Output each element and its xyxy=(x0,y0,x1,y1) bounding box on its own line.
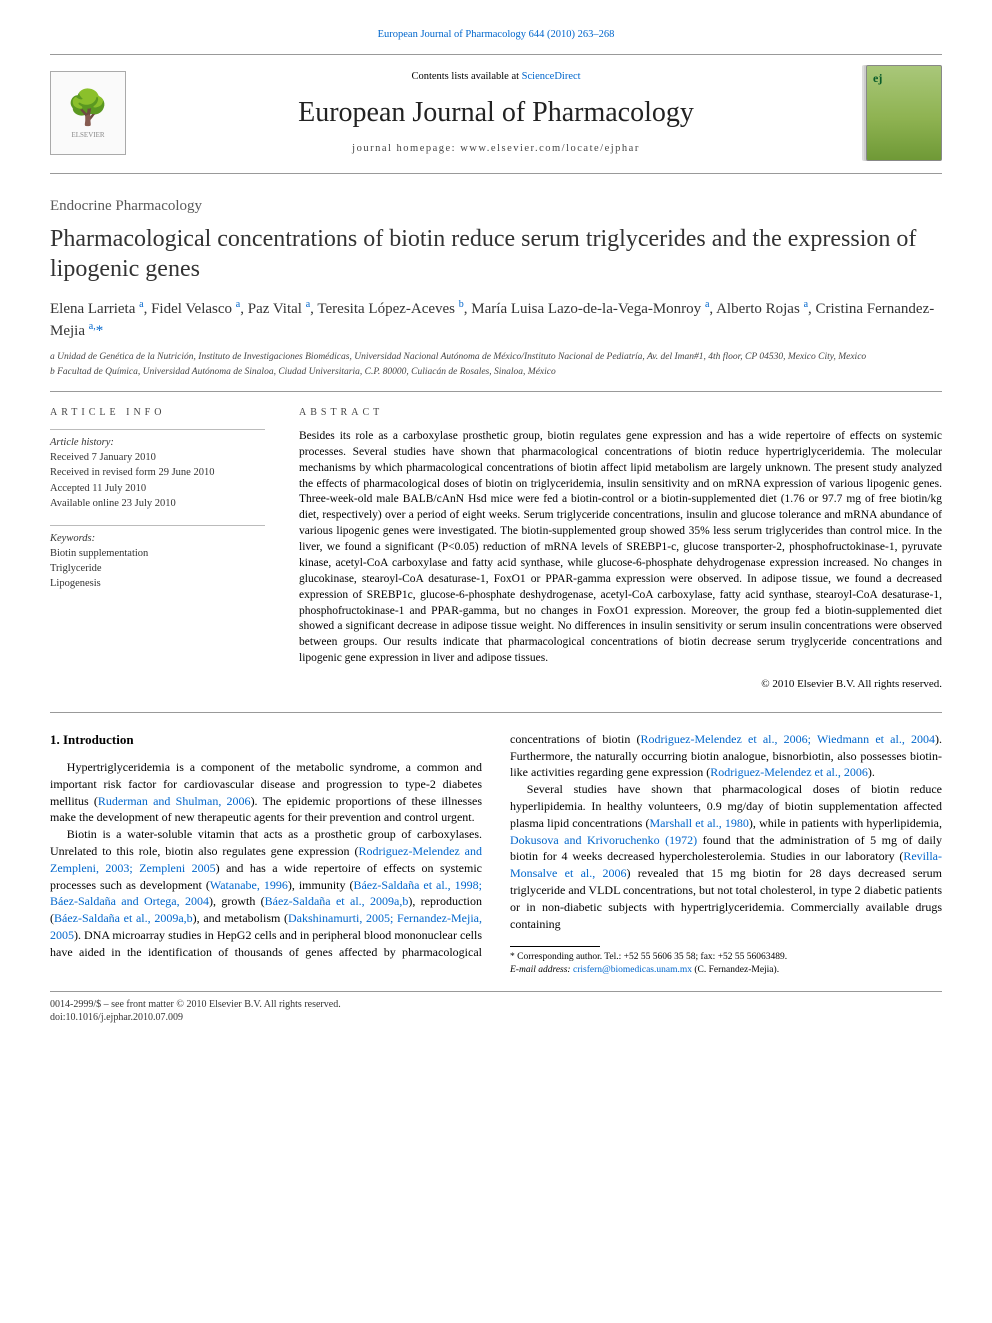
citation-link[interactable]: Báez-Saldaña et al., 2009a,b xyxy=(54,911,193,925)
citation-link[interactable]: Dokusova and Krivoruchenko (1972) xyxy=(510,833,697,847)
contents-line: Contents lists available at ScienceDirec… xyxy=(142,70,850,84)
citation-link[interactable]: Watanabe, 1996 xyxy=(210,878,288,892)
divider xyxy=(50,391,942,392)
section-heading-introduction: 1. Introduction xyxy=(50,731,482,749)
body-paragraph: Hypertriglyceridemia is a component of t… xyxy=(50,759,482,826)
front-matter-line: 0014-2999/$ – see front matter © 2010 El… xyxy=(50,998,942,1012)
citation-link[interactable]: Báez-Saldaña et al., 2009a,b xyxy=(265,894,409,908)
journal-homepage: journal homepage: www.elsevier.com/locat… xyxy=(142,142,850,156)
masthead: 🌳 ELSEVIER Contents lists available at S… xyxy=(50,54,942,174)
top-journal-link[interactable]: European Journal of Pharmacology 644 (20… xyxy=(50,28,942,42)
article-info-column: article info Article history: Received 7… xyxy=(50,406,265,692)
author-list: Elena Larrieta a, Fidel Velasco a, Paz V… xyxy=(50,298,942,341)
affiliations: a Unidad de Genética de la Nutrición, In… xyxy=(50,351,942,379)
abstract-column: abstract Besides its role as a carboxyla… xyxy=(299,406,942,692)
journal-cover-thumb xyxy=(866,65,942,161)
publisher-logo: 🌳 ELSEVIER xyxy=(50,71,126,155)
article-title: Pharmacological concentrations of biotin… xyxy=(50,224,942,284)
abstract-copyright: © 2010 Elsevier B.V. All rights reserved… xyxy=(299,677,942,692)
affiliation: a Unidad de Genética de la Nutrición, In… xyxy=(50,351,942,364)
email-link[interactable]: crisfern@biomedicas.unam.mx xyxy=(573,965,692,975)
divider xyxy=(50,712,942,713)
footnote-rule xyxy=(510,946,600,947)
article-info-heading: article info xyxy=(50,406,265,420)
sciencedirect-link[interactable]: ScienceDirect xyxy=(522,71,581,82)
info-abstract-row: article info Article history: Received 7… xyxy=(50,406,942,692)
citation-link[interactable]: Rodriguez-Melendez et al., 2006; Wiedman… xyxy=(641,732,935,746)
article-section-label: Endocrine Pharmacology xyxy=(50,196,942,216)
body-paragraph: Several studies have shown that pharmaco… xyxy=(510,781,942,932)
body-columns: 1. Introduction Hypertriglyceridemia is … xyxy=(50,731,942,977)
affiliation: b Facultad de Química, Universidad Autón… xyxy=(50,366,942,379)
citation-link[interactable]: Ruderman and Shulman, 2006 xyxy=(98,794,251,808)
journal-name: European Journal of Pharmacology xyxy=(142,94,850,132)
page-footer: 0014-2999/$ – see front matter © 2010 El… xyxy=(50,991,942,1025)
citation-link[interactable]: Marshall et al., 1980 xyxy=(649,816,748,830)
page: European Journal of Pharmacology 644 (20… xyxy=(0,0,992,1055)
keyword: Biotin supplementation xyxy=(50,547,265,561)
elsevier-tree-icon: 🌳 xyxy=(67,86,109,132)
keyword: Lipogenesis xyxy=(50,577,265,591)
keyword: Triglyceride xyxy=(50,562,265,576)
abstract-heading: abstract xyxy=(299,406,942,420)
masthead-center: Contents lists available at ScienceDirec… xyxy=(142,70,850,156)
corresponding-author-footnote: * Corresponding author. Tel.: +52 55 560… xyxy=(510,951,942,977)
doi-line: doi:10.1016/j.ejphar.2010.07.009 xyxy=(50,1011,942,1025)
abstract-text: Besides its role as a carboxylase prosth… xyxy=(299,429,942,667)
citation-link[interactable]: Rodriguez-Melendez et al., 2006 xyxy=(710,765,868,779)
article-history: Article history: Received 7 January 2010… xyxy=(50,429,265,511)
keywords-block: Keywords: Biotin supplementationTriglyce… xyxy=(50,525,265,592)
